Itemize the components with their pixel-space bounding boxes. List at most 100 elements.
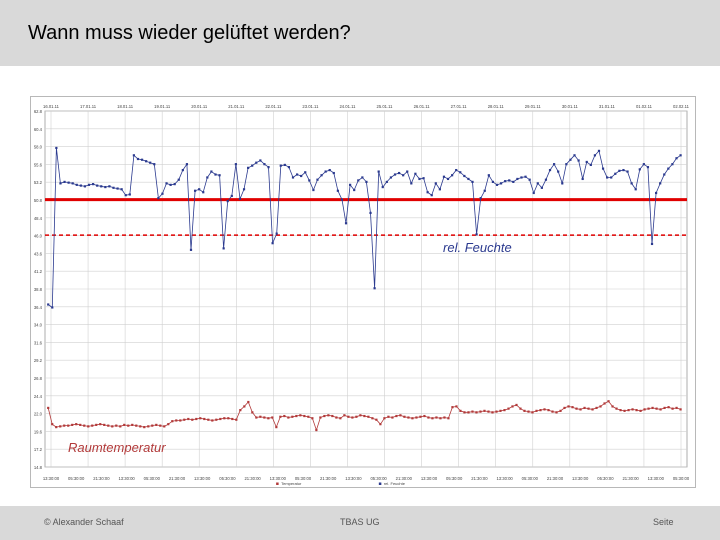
temperature-series-point: [403, 415, 406, 418]
y-tick-label: 22.0: [34, 412, 43, 417]
temperature-series-point: [343, 414, 346, 417]
humidity-series-point: [242, 188, 246, 191]
y-tick-label: 60.4: [34, 127, 43, 132]
x-top-tick-label: 18.01.11: [117, 104, 134, 109]
annotation-temperature: Raumtemperatur: [68, 440, 166, 455]
x-bottom-tick-label: 13:30:00: [421, 476, 438, 481]
humidity-series-point: [189, 248, 193, 251]
humidity-series-point: [120, 188, 123, 191]
temperature-series-point: [119, 425, 122, 428]
temperature-series-point: [123, 423, 126, 427]
x-bottom-tick-label: 13:30:00: [345, 476, 362, 481]
humidity-series-point: [504, 180, 507, 183]
humidity-series-point: [263, 163, 266, 166]
temperature-series-point: [391, 416, 394, 419]
temperature-series-point: [635, 409, 638, 412]
x-bottom-tick-label: 05:30:00: [219, 476, 236, 481]
humidity-series-point: [524, 175, 527, 178]
temperature-series-point: [279, 415, 282, 418]
temperature-series-point: [595, 406, 598, 410]
temperature-series-point: [555, 411, 558, 414]
temperature-series-point: [175, 419, 178, 422]
temperature-series-point: [643, 408, 646, 411]
humidity-series-point: [389, 176, 393, 179]
x-bottom-tick-label: 21:30:00: [320, 476, 337, 481]
temperature-series-point: [151, 424, 154, 427]
legend-marker: [378, 482, 382, 485]
humidity-series-point: [646, 166, 650, 169]
x-top-tick-label: 31.01.11: [599, 104, 616, 109]
x-top-tick-label: 29.01.11: [525, 104, 542, 109]
temperature-series-point: [55, 426, 58, 429]
x-bottom-tick-label: 21:30:00: [471, 476, 488, 481]
humidity-series-point: [659, 182, 662, 185]
humidity-series-point: [336, 189, 339, 192]
temperature-series-point: [239, 409, 242, 412]
temperature-series-point: [331, 414, 334, 418]
y-tick-label: 36.4: [34, 305, 43, 310]
temperature-series-point: [83, 424, 86, 427]
temperature-series-point: [75, 423, 78, 426]
temperature-series-point: [435, 416, 438, 419]
humidity-series-point: [234, 163, 237, 166]
x-bottom-tick-label: 13:30:00: [270, 476, 287, 481]
humidity-series-point: [675, 157, 678, 160]
y-tick-label: 14.8: [34, 465, 43, 470]
humidity-series-point: [593, 154, 597, 157]
humidity-series-point: [96, 184, 99, 187]
x-bottom-tick-label: 05:30:00: [370, 476, 387, 481]
temperature-series-point: [607, 400, 610, 403]
temperature-series-point: [483, 409, 486, 412]
humidity-series-point: [601, 167, 605, 170]
temperature-series-point: [215, 418, 218, 421]
temperature-series-point: [211, 419, 214, 422]
temperature-series-point: [347, 415, 350, 418]
humidity-series-point: [51, 306, 54, 309]
x-bottom-tick-label: 13:30:00: [572, 476, 589, 481]
humidity-series-point: [655, 191, 658, 195]
humidity-series-point: [532, 191, 535, 195]
temperature-series-point: [355, 415, 358, 418]
temperature-series-point: [59, 425, 62, 428]
humidity-series-point: [569, 158, 572, 161]
humidity-series-point: [67, 181, 70, 184]
humidity-series-point: [614, 172, 617, 175]
annotation-humidity: rel. Feuchte: [443, 240, 512, 255]
y-tick-label: 34.0: [34, 323, 43, 328]
humidity-series-point: [479, 197, 482, 200]
temperature-series-point: [523, 409, 526, 412]
temperature-series-point: [443, 416, 446, 419]
temperature-series-point: [567, 405, 570, 408]
temperature-series-point: [271, 416, 274, 419]
temperature-series-point: [383, 417, 386, 420]
temperature-series-point: [291, 415, 294, 418]
humidity-series-point: [136, 157, 140, 161]
legend-marker: [276, 482, 279, 485]
humidity-series-point: [418, 177, 421, 181]
temperature-series-point: [219, 417, 222, 421]
humidity-series-point: [610, 176, 613, 179]
temperature-series-point: [527, 410, 530, 413]
temperature-series-point: [79, 423, 82, 427]
humidity-series-point: [430, 194, 433, 197]
temperature-series-point: [571, 406, 574, 409]
humidity-series-point: [104, 185, 107, 189]
humidity-series-point: [218, 174, 221, 177]
temperature-series-point: [155, 423, 158, 427]
humidity-temperature-chart: 62.8 60.4 58.0 55.6 53.2 50.8 48.4 46.0 43.6 41.2…: [34, 104, 690, 486]
temperature-series-point: [135, 424, 138, 427]
footer-company: TBAS UG: [340, 517, 380, 527]
temperature-series-point: [427, 416, 430, 419]
humidity-series-point: [71, 182, 74, 185]
temperature-series-point: [99, 423, 102, 426]
humidity-series-point: [536, 182, 539, 185]
temperature-series-point: [655, 407, 658, 410]
temperature-series-point: [327, 414, 330, 417]
humidity-series-point: [87, 183, 91, 186]
x-bottom-tick-label: 21:30:00: [547, 476, 564, 481]
temperature-series-point: [139, 425, 142, 428]
x-top-tick-label: 20.01.11: [191, 104, 208, 109]
humidity-series-point: [259, 159, 262, 162]
humidity-series-point: [410, 182, 413, 185]
humidity-series-point: [230, 194, 233, 198]
